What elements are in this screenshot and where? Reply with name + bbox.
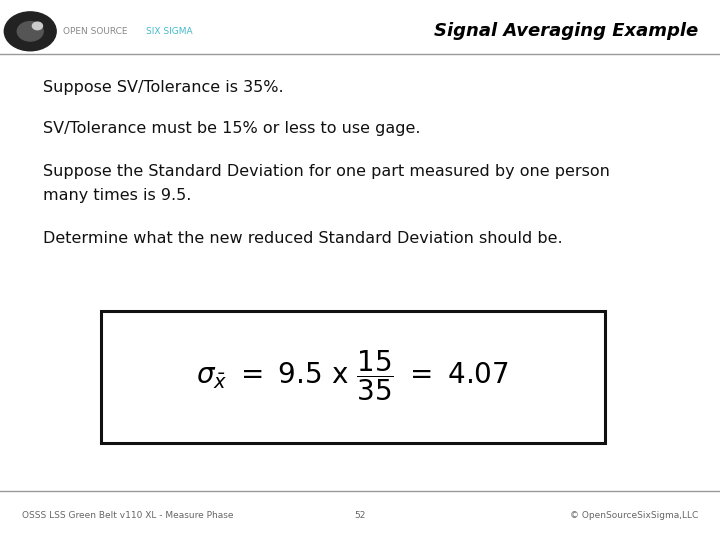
Text: © OpenSourceSixSigma,LLC: © OpenSourceSixSigma,LLC [570, 511, 698, 520]
Text: SV/Tolerance must be 15% or less to use gage.: SV/Tolerance must be 15% or less to use … [43, 121, 420, 136]
Text: Determine what the new reduced Standard Deviation should be.: Determine what the new reduced Standard … [43, 231, 563, 246]
Circle shape [17, 22, 43, 41]
Text: Suppose SV/Tolerance is 35%.: Suppose SV/Tolerance is 35%. [43, 80, 284, 95]
Text: Suppose the Standard Deviation for one part measured by one person: Suppose the Standard Deviation for one p… [43, 164, 610, 179]
Circle shape [32, 22, 42, 30]
Text: OPEN SOURCE: OPEN SOURCE [63, 27, 131, 36]
Text: Signal Averaging Example: Signal Averaging Example [434, 22, 698, 40]
Text: $\sigma_{\bar{x}}\ =\ 9.5\ \mathrm{x}\ \dfrac{15}{35}\ =\ 4.07$: $\sigma_{\bar{x}}\ =\ 9.5\ \mathrm{x}\ \… [197, 348, 509, 403]
Text: OSSS LSS Green Belt v110 XL - Measure Phase: OSSS LSS Green Belt v110 XL - Measure Ph… [22, 511, 233, 520]
Text: 52: 52 [354, 511, 366, 520]
Text: many times is 9.5.: many times is 9.5. [43, 188, 192, 203]
FancyBboxPatch shape [101, 310, 605, 443]
Circle shape [4, 12, 56, 51]
Text: SIX SIGMA: SIX SIGMA [146, 27, 193, 36]
